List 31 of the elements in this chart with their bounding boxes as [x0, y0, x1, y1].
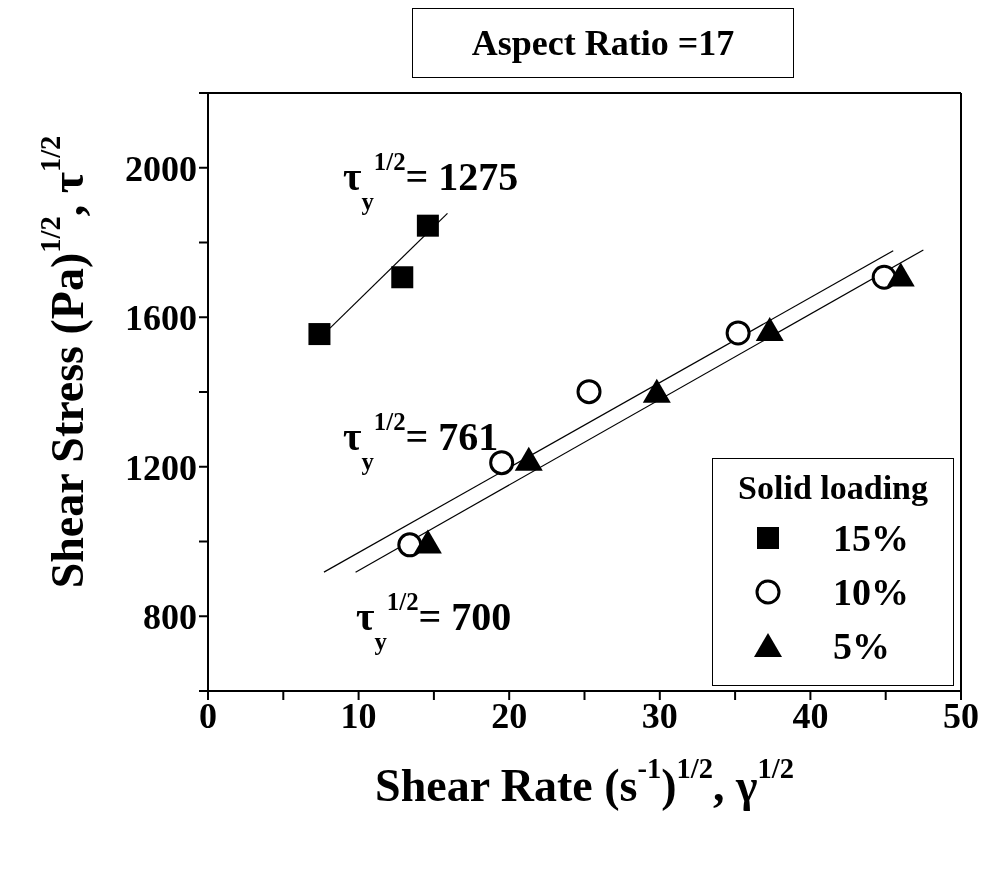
annotation: τ$_{y}$$^{1/2}$= 761	[343, 408, 499, 475]
y-tick-label: 800	[143, 597, 197, 638]
y-tick-label: 1600	[125, 298, 197, 339]
x-tick-label: 30	[641, 695, 678, 736]
legend-label: 15%	[833, 516, 910, 560]
legend-label: 5%	[833, 624, 891, 668]
point	[886, 262, 915, 287]
point	[489, 450, 515, 476]
point	[725, 320, 751, 346]
legend-label: 10%	[833, 570, 910, 614]
x-tick-label: 0	[199, 695, 217, 736]
point	[391, 266, 414, 289]
x-tick-label: 40	[792, 695, 829, 736]
y-tick-label: 2000	[125, 148, 197, 189]
annotation: τ$_{y}$$^{1/2}$= 700	[356, 588, 512, 655]
annotation: τ$_{y}$$^{1/2}$= 1275	[343, 148, 519, 215]
chart-title: Aspect Ratio =17	[471, 22, 735, 64]
x-tick-label: 50	[943, 695, 979, 736]
point	[514, 446, 543, 471]
point	[755, 316, 784, 341]
x-tick-label: 10	[340, 695, 377, 736]
point	[413, 529, 442, 554]
point	[308, 323, 331, 346]
point	[642, 378, 671, 403]
point	[576, 379, 602, 405]
legend-title: Solid loading	[738, 469, 928, 506]
y-tick-label: 1200	[125, 447, 197, 488]
x-axis-title: Shear Rate (s$^{-1}$)$^{1/2}$, γ$^{1/2}$	[375, 753, 794, 811]
point	[397, 532, 423, 558]
point	[416, 214, 439, 237]
x-tick-label: 20	[491, 695, 528, 736]
